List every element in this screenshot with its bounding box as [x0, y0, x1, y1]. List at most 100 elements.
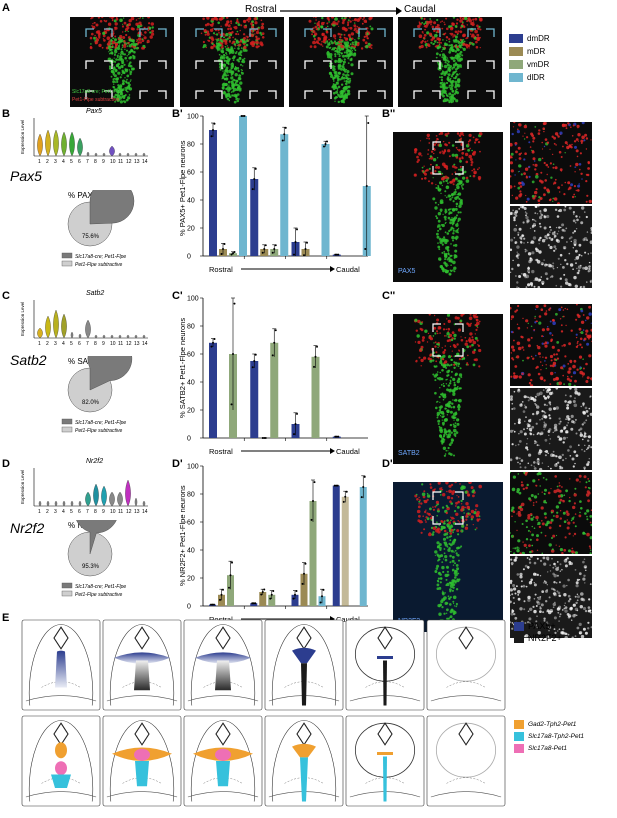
bar-arrow-head — [330, 266, 335, 272]
aqueduct — [215, 722, 231, 746]
legend-e-swatch — [514, 633, 524, 643]
roi-bracket — [455, 348, 464, 357]
violin-10 — [110, 334, 114, 339]
violin-ylabel: Expression Level — [20, 470, 25, 504]
roi-bracket — [249, 60, 258, 69]
data-point — [228, 586, 230, 589]
violin-ylabel: Expression Level — [20, 120, 25, 154]
atlas-schematics — [21, 619, 506, 807]
pie-title: % PAX5+ — [68, 191, 102, 200]
data-point — [283, 133, 286, 136]
data-point — [324, 143, 327, 145]
data-point — [367, 122, 370, 124]
legend-e-item: Slc17a8-Pet1 — [514, 742, 584, 754]
aqueduct — [458, 722, 474, 746]
violin-tick-13: 13 — [134, 341, 140, 347]
violin-tick-14: 14 — [142, 341, 148, 347]
brain-outline — [271, 720, 337, 802]
atlas-section-bottom-1 — [21, 715, 101, 807]
roi-bracket — [85, 28, 94, 37]
violin-12 — [126, 334, 130, 339]
data-point — [232, 252, 234, 255]
violin-tick-14: 14 — [142, 159, 148, 165]
brain-outline — [190, 720, 256, 802]
aqueduct — [215, 626, 231, 650]
data-point — [334, 253, 337, 256]
data-point — [222, 588, 224, 591]
rostral-caudal-arrow — [280, 7, 402, 15]
pie-legend-swatch-1 — [61, 252, 73, 259]
legend-e-label: NR2F2+ — [528, 633, 562, 643]
legend-e-item: NR2F2+ — [514, 632, 562, 644]
violin-tick-12: 12 — [126, 341, 132, 347]
micrograph-a-2 — [180, 17, 284, 107]
roi-bracket — [195, 60, 204, 69]
data-point — [242, 115, 244, 117]
violin-2 — [46, 500, 50, 507]
violin-tick-2: 2 — [46, 509, 49, 515]
atlas-section-bottom-4 — [264, 715, 344, 807]
legend-e-swatch — [514, 731, 524, 741]
data-point — [293, 433, 295, 436]
pax5-domain — [292, 647, 316, 664]
bar-y-tick-label-20: 20 — [187, 408, 195, 415]
legend-e-item: Slc17a8-Tph2-Pet1 — [514, 730, 584, 742]
ventral-outline — [187, 695, 259, 702]
data-point — [254, 602, 257, 605]
legend-item-vmdr: vmDR — [509, 58, 550, 71]
violin-13 — [134, 152, 138, 157]
panel-label-b: B — [2, 108, 10, 120]
violin-12 — [125, 479, 131, 507]
aqueduct — [53, 626, 69, 650]
pie-percent: 82.0% — [82, 400, 100, 406]
data-point — [264, 437, 267, 439]
bar-g4-dmdr — [332, 485, 340, 606]
data-point — [252, 602, 255, 605]
roi-bracket — [432, 348, 441, 357]
data-point — [210, 603, 212, 606]
violin-tick-6: 6 — [78, 509, 81, 515]
pax5-domain — [195, 652, 251, 664]
gad2-domain — [55, 742, 67, 759]
violin-tick-8: 8 — [94, 159, 97, 165]
data-point — [292, 597, 295, 600]
violin-tick-8: 8 — [94, 509, 97, 515]
violin-tick-11: 11 — [118, 159, 123, 165]
violin-title: Nr2f2 — [86, 458, 103, 465]
dashed-nucleus — [446, 777, 486, 784]
legend-label: dlDR — [527, 73, 545, 82]
data-point — [251, 366, 254, 369]
atlas-section-top-6 — [426, 619, 506, 711]
data-point — [230, 253, 233, 256]
data-point — [294, 593, 296, 596]
data-point — [364, 248, 367, 250]
violin-5 — [70, 331, 74, 339]
pie-legend-1: Slc17a8-cre; Pet1-Flpe — [75, 584, 126, 590]
roi-bracket — [104, 90, 113, 99]
violin-13 — [134, 497, 138, 507]
data-point — [251, 602, 254, 605]
data-point — [232, 353, 234, 355]
violin-tick-13: 13 — [134, 509, 140, 515]
bar-g2-dmdr — [250, 179, 259, 256]
data-point — [233, 250, 236, 253]
roi-bracket — [432, 60, 441, 69]
bar-caudal-label: Caudal — [336, 615, 360, 624]
data-point — [261, 251, 264, 254]
data-point — [326, 140, 328, 143]
violin-title: Satb2 — [86, 290, 104, 297]
roi-bracket — [323, 90, 332, 99]
data-point — [306, 241, 308, 244]
gene-name-nr2f2: Nr2f2 — [10, 520, 45, 536]
roi-bracket — [377, 60, 386, 69]
bar-g2-dmdr — [250, 361, 259, 438]
data-point — [273, 248, 276, 250]
violin-title: Pax5 — [86, 108, 102, 115]
data-point — [363, 475, 366, 478]
data-point — [344, 495, 347, 498]
caudal-label-a: Caudal — [404, 4, 436, 15]
pie-slice-slc17a8 — [76, 520, 117, 555]
violin-tick-14: 14 — [142, 509, 148, 515]
bar-ylabel: % SATB2+ Pet1-Flpe neurons — [178, 318, 187, 418]
